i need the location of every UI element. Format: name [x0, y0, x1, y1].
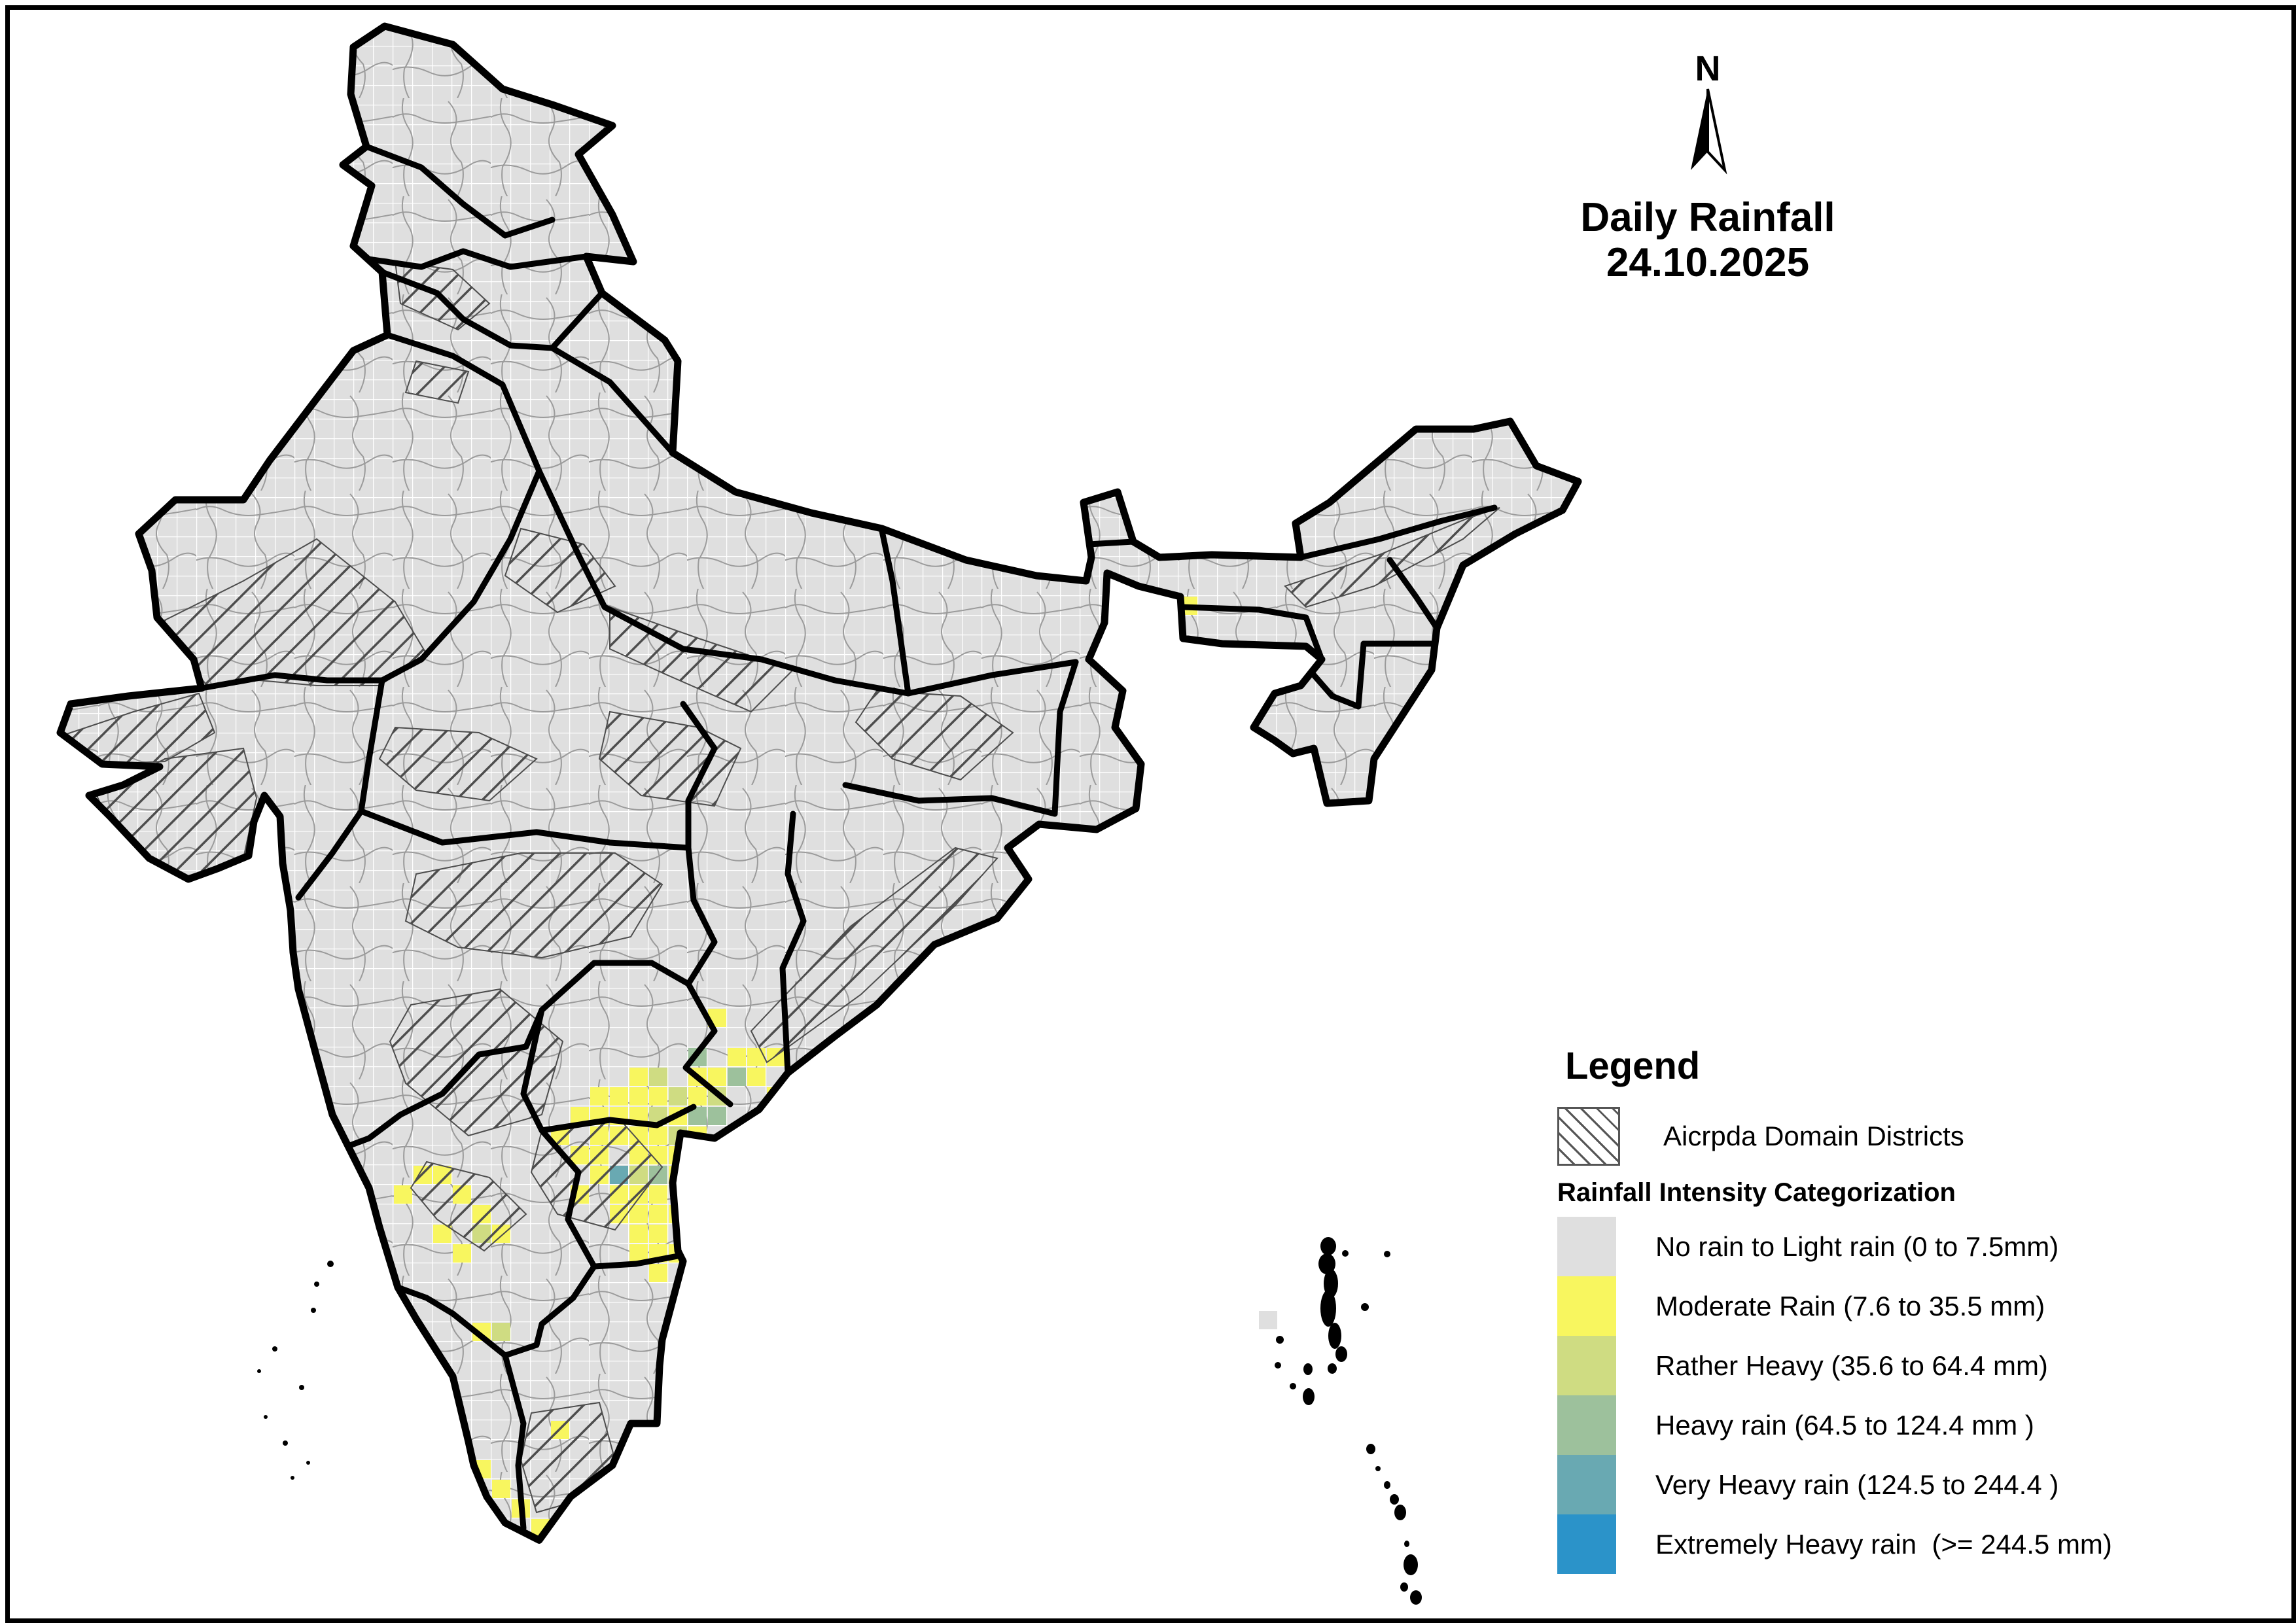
rain-cell-moderate — [649, 1264, 667, 1282]
rain-cell-moderate — [649, 1205, 667, 1223]
rain-cell-moderate — [649, 1225, 667, 1243]
legend-swatch-very_heavy — [1557, 1455, 1616, 1514]
aicrpda-hatch-swatch-icon — [1557, 1107, 1620, 1166]
map-title-date: 24.10.2025 — [1606, 240, 1810, 286]
rain-cell-moderate — [649, 1087, 667, 1106]
legend-label-heavy: Heavy rain (64.5 to 124.4 mm ) — [1655, 1409, 2034, 1440]
map-title: Daily Rainfall 24.10.2025 — [1505, 195, 1911, 286]
rain-cell-moderate — [747, 1068, 766, 1086]
north-indicator: N — [1636, 51, 1780, 188]
legend-swatch-extremely_heavy — [1557, 1514, 1616, 1574]
state-borders — [198, 143, 1498, 1531]
legend-swatch-moderate — [1557, 1276, 1616, 1336]
lakshadweep-islands — [257, 1261, 334, 1480]
rain-cell-moderate — [629, 1205, 648, 1223]
north-arrow-icon — [1691, 88, 1727, 175]
rain-cell-moderate — [708, 1068, 726, 1086]
legend-class-row-rather_heavy: Rather Heavy (35.6 to 64.4 mm) — [1557, 1336, 2225, 1395]
legend-swatch-rather_heavy — [1557, 1336, 1616, 1395]
rain-cell-rather_heavy — [649, 1068, 667, 1086]
legend-class-row-no_rain: No rain to Light rain (0 to 7.5mm) — [1557, 1217, 2225, 1276]
rain-cell-moderate — [649, 1126, 667, 1145]
map-title-line1: Daily Rainfall — [1580, 195, 1835, 240]
map-frame-border — [5, 5, 2296, 1623]
india-outline — [56, 22, 1582, 1544]
rain-cell-rather_heavy — [492, 1323, 510, 1341]
rain-cell-moderate — [688, 1087, 707, 1106]
legend-domain-label: Aicrpda Domain Districts — [1663, 1121, 1964, 1151]
legend-swatch-heavy — [1557, 1395, 1616, 1455]
rain-cell-moderate — [629, 1225, 648, 1243]
legend-subheading: Rainfall Intensity Categorization — [1557, 1178, 1956, 1207]
rain-cell-moderate — [394, 1185, 412, 1204]
legend-class-row-heavy: Heavy rain (64.5 to 124.4 mm ) — [1557, 1395, 2225, 1455]
legend-domain-row: Aicrpda Domain Districts — [1557, 1106, 2225, 1166]
legend-label-no_rain: No rain to Light rain (0 to 7.5mm) — [1655, 1230, 2059, 1262]
legend: Legend Aicrpda Domain Districts Rainfall… — [1557, 1044, 2225, 1574]
rain-cell-moderate — [629, 1087, 648, 1106]
legend-class-list: No rain to Light rain (0 to 7.5mm) Modera… — [1557, 1217, 2225, 1574]
rain-cell-moderate — [728, 1048, 746, 1066]
legend-class-row-extremely_heavy: Extremely Heavy rain (>= 244.5 mm) — [1557, 1514, 2225, 1574]
legend-label-rather_heavy: Rather Heavy (35.6 to 64.4 mm) — [1655, 1350, 2048, 1381]
rain-cell-moderate — [590, 1087, 609, 1106]
rain-cell-moderate — [453, 1244, 471, 1263]
legend-swatch-no_rain — [1557, 1217, 1616, 1276]
rain-cell-heavy — [728, 1068, 746, 1086]
rain-cell-moderate — [649, 1185, 667, 1204]
legend-heading: Legend — [1565, 1045, 1701, 1087]
north-label: N — [1695, 49, 1721, 88]
legend-label-extremely_heavy: Extremely Heavy rain (>= 244.5 mm) — [1655, 1528, 2112, 1560]
rain-cell-heavy — [708, 1107, 726, 1125]
rain-cell-moderate — [610, 1087, 628, 1106]
legend-label-moderate: Moderate Rain (7.6 to 35.5 mm) — [1655, 1290, 2045, 1321]
rain-cell-moderate — [629, 1068, 648, 1086]
rain-cell-rather_heavy — [669, 1087, 687, 1106]
legend-class-row-moderate: Moderate Rain (7.6 to 35.5 mm) — [1557, 1276, 2225, 1336]
andaman-nicobar-islands — [1259, 1237, 1422, 1605]
legend-class-row-very_heavy: Very Heavy rain (124.5 to 244.4 ) — [1557, 1455, 2225, 1514]
rain-cell-moderate — [492, 1480, 510, 1498]
legend-label-very_heavy: Very Heavy rain (124.5 to 244.4 ) — [1655, 1469, 2059, 1500]
